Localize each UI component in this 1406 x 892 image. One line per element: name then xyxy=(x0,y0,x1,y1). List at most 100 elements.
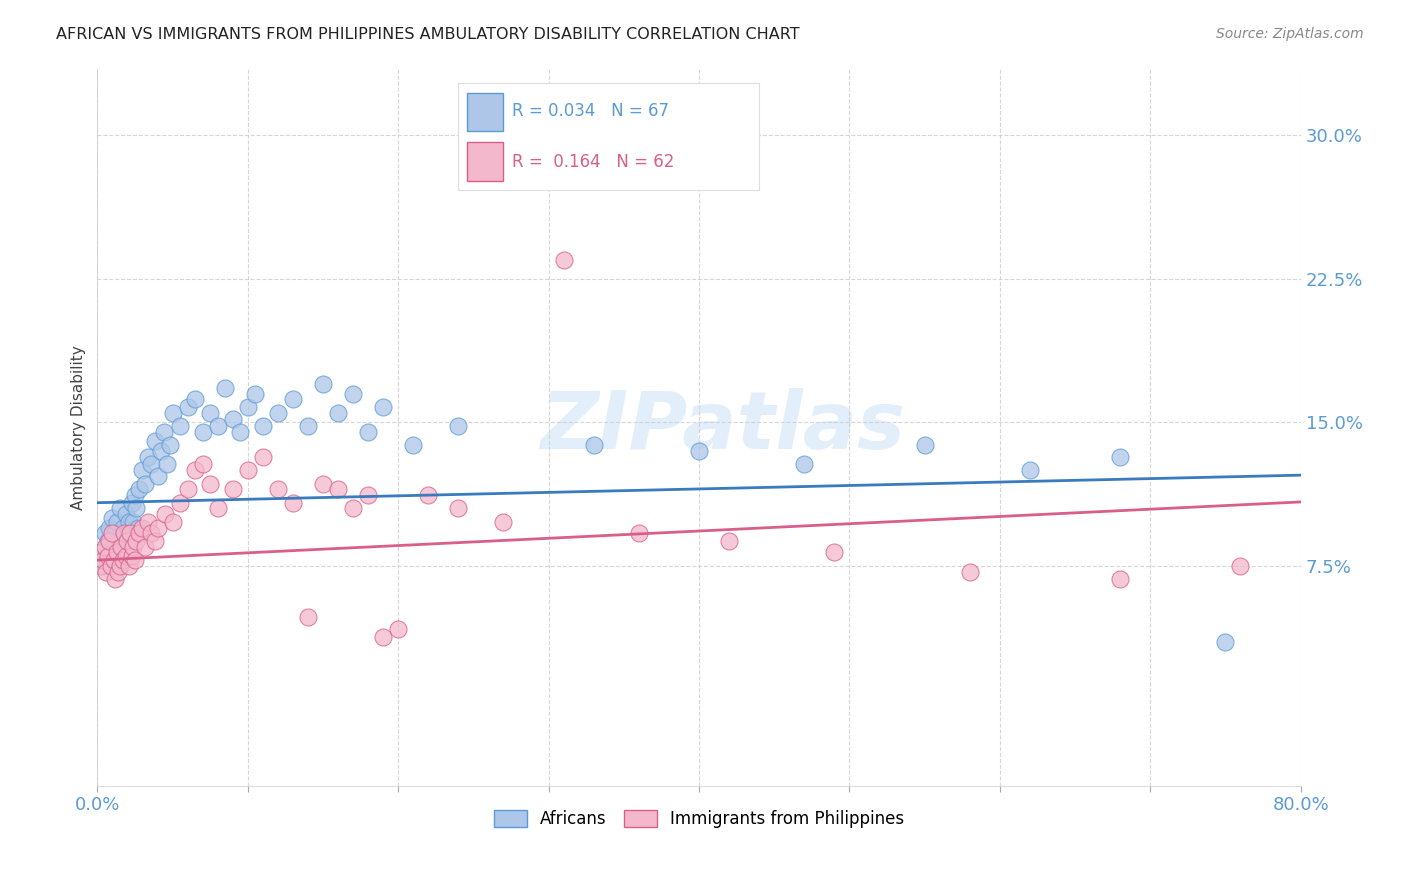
Point xyxy=(127,520,149,534)
Point xyxy=(94,526,117,541)
Point xyxy=(222,411,245,425)
Point xyxy=(122,540,145,554)
Point xyxy=(107,565,129,579)
Point xyxy=(122,515,145,529)
Point xyxy=(124,488,146,502)
Point xyxy=(627,526,650,541)
Point xyxy=(312,377,335,392)
Point xyxy=(138,450,160,464)
Point xyxy=(110,545,132,559)
Point xyxy=(143,434,166,449)
Point xyxy=(326,406,349,420)
Point xyxy=(134,540,156,554)
Point xyxy=(104,572,127,586)
Point xyxy=(169,419,191,434)
Point xyxy=(120,540,142,554)
Point xyxy=(1215,635,1237,649)
Point xyxy=(222,483,245,497)
Point xyxy=(155,458,177,472)
Point xyxy=(128,526,150,541)
Point xyxy=(492,515,515,529)
Point xyxy=(252,419,274,434)
Point xyxy=(793,458,815,472)
Point xyxy=(108,558,131,573)
Point xyxy=(447,501,470,516)
Point xyxy=(402,438,425,452)
Point xyxy=(125,501,148,516)
Point xyxy=(131,463,153,477)
Point xyxy=(184,392,207,407)
Point xyxy=(93,558,115,573)
Point xyxy=(115,507,138,521)
Legend: Africans, Immigrants from Philippines: Africans, Immigrants from Philippines xyxy=(486,804,911,835)
Point xyxy=(117,533,139,548)
Point xyxy=(89,545,111,559)
Point xyxy=(115,549,138,564)
Point xyxy=(1109,572,1132,586)
Point xyxy=(162,406,184,420)
Point xyxy=(718,533,741,548)
Point xyxy=(97,533,120,548)
Text: Source: ZipAtlas.com: Source: ZipAtlas.com xyxy=(1216,27,1364,41)
Point xyxy=(103,553,125,567)
Point xyxy=(141,458,163,472)
Point xyxy=(914,438,936,452)
Point xyxy=(98,533,121,548)
Point xyxy=(184,463,207,477)
Point xyxy=(297,419,319,434)
Point xyxy=(176,483,198,497)
Point xyxy=(342,386,364,401)
Point xyxy=(1109,450,1132,464)
Point xyxy=(582,438,605,452)
Point xyxy=(297,610,319,624)
Point xyxy=(107,533,129,548)
Point xyxy=(131,520,153,534)
Point xyxy=(823,545,845,559)
Point xyxy=(281,496,304,510)
Point xyxy=(96,565,118,579)
Point xyxy=(149,444,172,458)
Point xyxy=(141,526,163,541)
Point xyxy=(100,549,122,564)
Point xyxy=(281,392,304,407)
Point xyxy=(121,496,143,510)
Point xyxy=(326,483,349,497)
Point xyxy=(105,545,128,559)
Point xyxy=(236,463,259,477)
Point xyxy=(267,406,290,420)
Point xyxy=(124,553,146,567)
Point xyxy=(143,533,166,548)
Point xyxy=(312,476,335,491)
Point xyxy=(688,444,710,458)
Y-axis label: Ambulatory Disability: Ambulatory Disability xyxy=(72,345,86,509)
Point xyxy=(207,419,229,434)
Point xyxy=(117,526,139,541)
Point xyxy=(153,507,176,521)
Point xyxy=(89,558,111,573)
Point xyxy=(125,533,148,548)
Point xyxy=(245,386,267,401)
Point xyxy=(357,425,380,439)
Point xyxy=(110,540,132,554)
Point xyxy=(94,540,117,554)
Point xyxy=(191,458,214,472)
Point xyxy=(159,438,181,452)
Point xyxy=(959,565,981,579)
Point xyxy=(118,515,141,529)
Point xyxy=(198,476,221,491)
Point xyxy=(134,476,156,491)
Point xyxy=(342,501,364,516)
Point xyxy=(229,425,252,439)
Point xyxy=(387,622,409,636)
Point xyxy=(97,549,120,564)
Point xyxy=(90,545,112,559)
Point xyxy=(191,425,214,439)
Point xyxy=(128,483,150,497)
Point xyxy=(176,400,198,414)
Point xyxy=(146,469,169,483)
Point xyxy=(214,381,236,395)
Point xyxy=(111,553,134,567)
Point xyxy=(236,400,259,414)
Point xyxy=(553,252,575,267)
Point xyxy=(267,483,290,497)
